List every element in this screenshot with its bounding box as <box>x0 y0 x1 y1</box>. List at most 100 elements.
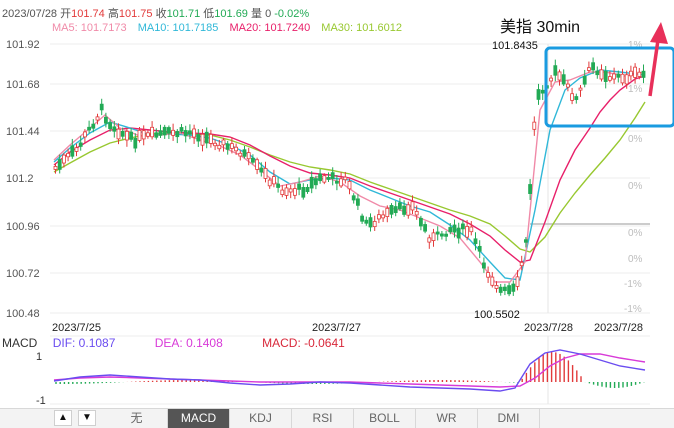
volume-value: 0 <box>265 8 272 20</box>
candle-body <box>322 175 327 183</box>
candle-body <box>519 261 524 267</box>
price-tick: 101.92 <box>6 39 40 51</box>
tab-macd[interactable]: MACD <box>168 409 230 428</box>
candle-body <box>284 187 289 196</box>
high-value: 101.75 <box>118 8 153 20</box>
macd-title: MACD <box>2 336 38 350</box>
pct-axis: 1% 1% 0% 0% 0% 0% -1% -1% <box>624 40 643 315</box>
candle-body <box>431 232 436 241</box>
candle-body <box>288 188 293 193</box>
ma5-label: MA5: 101.7173 <box>52 22 127 34</box>
change-value: -0.02% <box>274 8 310 20</box>
candle-body <box>612 73 616 80</box>
ma20-label: MA20: 101.7240 <box>229 22 311 34</box>
tab-none[interactable]: 无 <box>106 409 168 428</box>
highlight-box <box>544 46 674 128</box>
candle-body <box>368 217 373 228</box>
tab-boll[interactable]: BOLL <box>354 409 416 428</box>
candle-body <box>183 130 188 137</box>
candle-body <box>444 233 449 237</box>
ma20-line <box>53 75 646 263</box>
date-label: 2023/7/27 <box>312 322 361 334</box>
candle-body <box>95 116 100 121</box>
candle-body <box>234 146 239 152</box>
price-tick: 100.96 <box>6 221 40 233</box>
candlestick-chart[interactable]: 101.92 101.68 101.44 101.2 100.96 100.72… <box>0 0 674 408</box>
candle-body <box>393 206 398 214</box>
candle-body <box>620 73 625 84</box>
candle-body <box>536 89 541 100</box>
candle-body <box>595 70 600 76</box>
pct-tick: 0% <box>628 254 643 265</box>
candle-body <box>208 133 213 144</box>
candle-body <box>301 187 306 198</box>
candle-body <box>402 205 407 215</box>
candle-body <box>305 186 310 193</box>
candle-body <box>74 147 79 152</box>
candle-body <box>292 188 297 196</box>
candle-body <box>221 139 226 146</box>
candle-body <box>133 137 138 149</box>
candle-body <box>78 142 83 147</box>
price-tick: 101.2 <box>6 173 34 185</box>
candle-body <box>591 62 595 71</box>
macd-legend: MACD DIF: 0.1087 DEA: 0.1408 MACD: -0.06… <box>2 336 345 350</box>
annotation-title: 美指 30min <box>500 19 581 36</box>
candle-body <box>66 152 70 158</box>
candle-body <box>578 87 583 91</box>
candle-body <box>566 83 570 88</box>
candle-body <box>397 202 402 210</box>
candle-body <box>213 142 218 147</box>
candle-body <box>381 214 386 219</box>
pct-tick: 1% <box>628 84 643 95</box>
candle-body <box>141 130 146 140</box>
pct-tick: -1% <box>624 304 642 315</box>
candle-body <box>385 207 390 217</box>
tab-rsi[interactable]: RSI <box>292 409 354 428</box>
scroll-down-button[interactable]: ▼ <box>78 410 96 426</box>
dea-value: DEA: 0.1408 <box>154 336 223 350</box>
candle-body <box>364 219 369 224</box>
candle-body <box>263 168 268 179</box>
date-axis: 2023/7/25 2023/7/27 2023/7/28 2023/7/28 <box>52 322 643 334</box>
tab-wr[interactable]: WR <box>416 409 478 428</box>
candle-body <box>318 173 323 182</box>
candle-body <box>494 285 499 289</box>
candle-body <box>599 69 604 80</box>
close-label: 收 <box>155 8 167 20</box>
low-marker: 100.5502 <box>474 309 520 321</box>
date-label: 2023/7/28 <box>594 322 643 334</box>
close-value: 101.71 <box>166 8 201 20</box>
open-value: 101.74 <box>71 8 105 20</box>
header-ohlc: 2023/07/28 开101.74 高101.75 收101.71 低101.… <box>2 5 309 21</box>
scroll-up-button[interactable]: ▲ <box>54 410 72 426</box>
price-tick: 100.72 <box>6 268 40 280</box>
candle-body <box>99 103 104 111</box>
candle-body <box>70 145 75 157</box>
candle-body <box>557 71 562 81</box>
candle-body <box>561 74 566 85</box>
candle-body <box>179 127 184 132</box>
header-date: 2023/07/28 <box>2 8 58 20</box>
candle-body <box>574 96 579 100</box>
dif-value: DIF: 0.1087 <box>52 336 116 350</box>
candle-body <box>582 75 587 85</box>
candle-body <box>414 211 419 216</box>
candle-body <box>633 66 637 78</box>
macd-axis-top: 1 <box>36 351 42 363</box>
candle-body <box>498 286 503 293</box>
candle-body <box>460 223 465 230</box>
tab-dmi[interactable]: DMI <box>478 409 540 428</box>
low-label: 低 <box>203 8 215 20</box>
price-tick: 100.48 <box>6 308 40 320</box>
price-tick: 101.68 <box>6 79 40 91</box>
candle-body <box>587 67 591 71</box>
candle-body <box>125 130 129 141</box>
candle-body <box>439 233 444 237</box>
candle-body <box>603 70 608 82</box>
candle-body <box>477 245 482 252</box>
candle-body <box>339 178 344 187</box>
candle-body <box>250 157 255 163</box>
tab-kdj[interactable]: KDJ <box>230 409 292 428</box>
candle-body <box>309 176 314 189</box>
